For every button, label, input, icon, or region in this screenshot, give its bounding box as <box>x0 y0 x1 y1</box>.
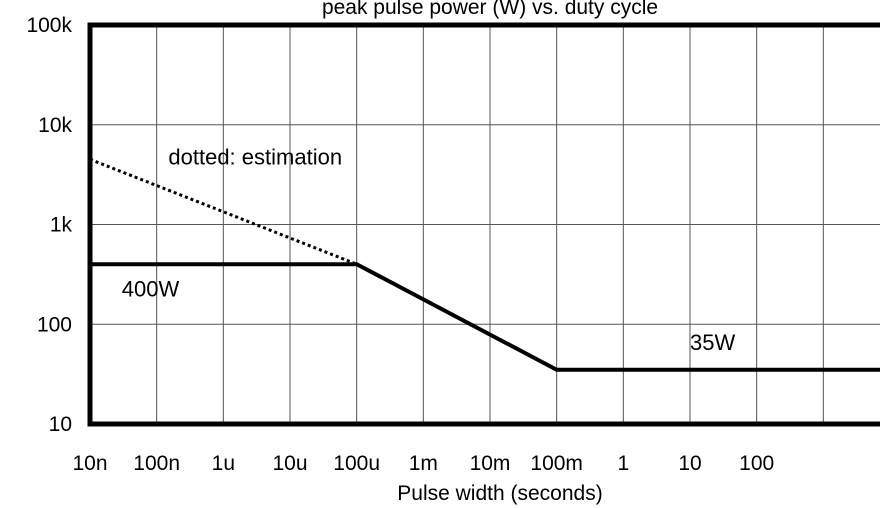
x-tick-label: 1m <box>409 452 438 475</box>
x-tick-label: 10n <box>72 452 107 475</box>
power-limit-line <box>90 262 880 372</box>
dotted-note-label: dotted: estimation <box>168 144 342 169</box>
y-tick-labels: 10 100 1k 10k 100k <box>26 14 72 436</box>
y-tick-label: 1k <box>50 214 73 237</box>
x-tick-label: 10u <box>272 452 307 475</box>
y-tick-label: 10 <box>49 413 72 436</box>
x-tick-label: 100u <box>333 452 380 475</box>
x-tick-label: 100m <box>530 452 583 475</box>
x-tick-label: 100 <box>739 452 774 475</box>
label-400w-label: 400W <box>122 276 180 301</box>
x-tick-label: 1 <box>617 452 629 475</box>
annotations: dotted: estimation 400W 35W <box>122 144 736 355</box>
x-tick-label: 1u <box>212 452 235 475</box>
x-tick-label: 100n <box>133 452 180 475</box>
label-35w-label: 35W <box>690 330 735 355</box>
chart-title: peak pulse power (W) vs. duty cycle <box>322 0 658 19</box>
y-tick-label: 100 <box>37 313 72 336</box>
x-tick-label: 10 <box>678 452 701 475</box>
y-tick-label: 100k <box>26 14 72 37</box>
y-tick-label: 10k <box>38 114 72 137</box>
grid <box>90 25 880 424</box>
x-axis-label: Pulse width (seconds) <box>397 482 602 505</box>
x-tick-labels: 10n 100n 1u 10u 100u 1m 10m 100m 1 10 100 <box>72 452 774 475</box>
plot-frame <box>87 22 880 427</box>
series <box>89 157 880 372</box>
x-tick-label: 10m <box>470 452 511 475</box>
